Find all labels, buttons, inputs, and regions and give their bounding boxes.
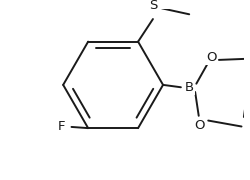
Text: B: B <box>185 81 194 94</box>
Text: O: O <box>206 51 217 64</box>
Text: S: S <box>149 0 158 12</box>
Text: F: F <box>58 120 66 133</box>
Text: O: O <box>195 119 205 132</box>
